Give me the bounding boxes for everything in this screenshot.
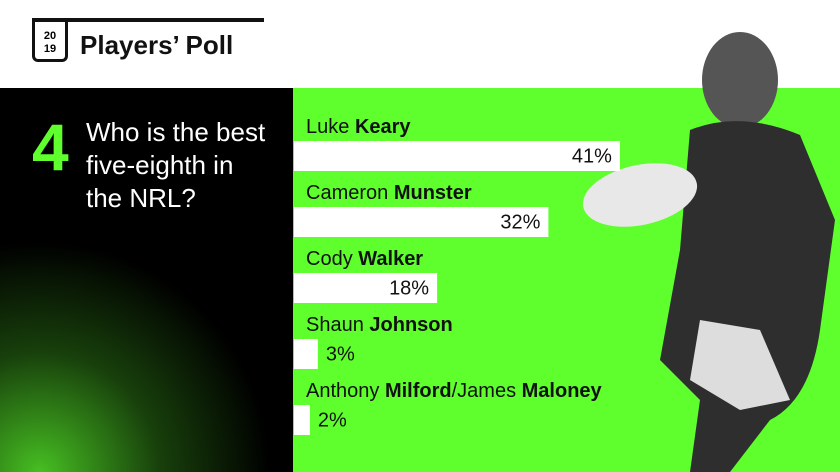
value-label: 41% bbox=[572, 145, 612, 167]
value-label: 2% bbox=[318, 409, 347, 431]
bar bbox=[294, 339, 318, 369]
category-label: Anthony Milford/James Maloney bbox=[306, 380, 603, 402]
category-label: Cameron Munster bbox=[306, 182, 472, 204]
label-part: Luke bbox=[306, 116, 355, 138]
logo-line bbox=[32, 18, 264, 22]
logo-badge: 20 19 bbox=[32, 22, 68, 62]
value-label: 18% bbox=[389, 277, 429, 299]
bar bbox=[294, 273, 438, 303]
category-label: Shaun Johnson bbox=[306, 314, 453, 336]
label-part: Johnson bbox=[369, 314, 452, 336]
bar bbox=[294, 207, 549, 237]
label-part: Milford bbox=[385, 380, 452, 402]
label-part: Cody bbox=[306, 248, 358, 270]
label-part: Munster bbox=[394, 182, 472, 204]
question-number: 4 bbox=[32, 110, 69, 184]
category-label: Cody Walker bbox=[306, 248, 423, 270]
label-part: Anthony bbox=[306, 380, 385, 402]
label-part: Maloney bbox=[522, 380, 603, 402]
value-label: 32% bbox=[500, 211, 540, 233]
header: 20 19 Players’ Poll bbox=[0, 0, 840, 88]
logo-year: 19 bbox=[43, 43, 57, 55]
question-text: Who is the best five-eighth in the NRL? bbox=[86, 117, 266, 213]
logo-year: 20 bbox=[43, 30, 57, 42]
category-label: Luke Keary bbox=[306, 116, 411, 138]
label-part: /James bbox=[452, 380, 522, 402]
title: Players’ Poll bbox=[80, 30, 234, 60]
label-part: Cameron bbox=[306, 182, 394, 204]
player-photo bbox=[582, 32, 835, 472]
label-part: Shaun bbox=[306, 314, 369, 336]
label-part: Keary bbox=[355, 116, 411, 138]
bar bbox=[294, 141, 620, 171]
question-panel: 4 Who is the best five-eighth in the NRL… bbox=[0, 88, 293, 472]
label-part: Walker bbox=[358, 248, 423, 270]
bar bbox=[294, 405, 310, 435]
value-label: 3% bbox=[326, 343, 355, 365]
